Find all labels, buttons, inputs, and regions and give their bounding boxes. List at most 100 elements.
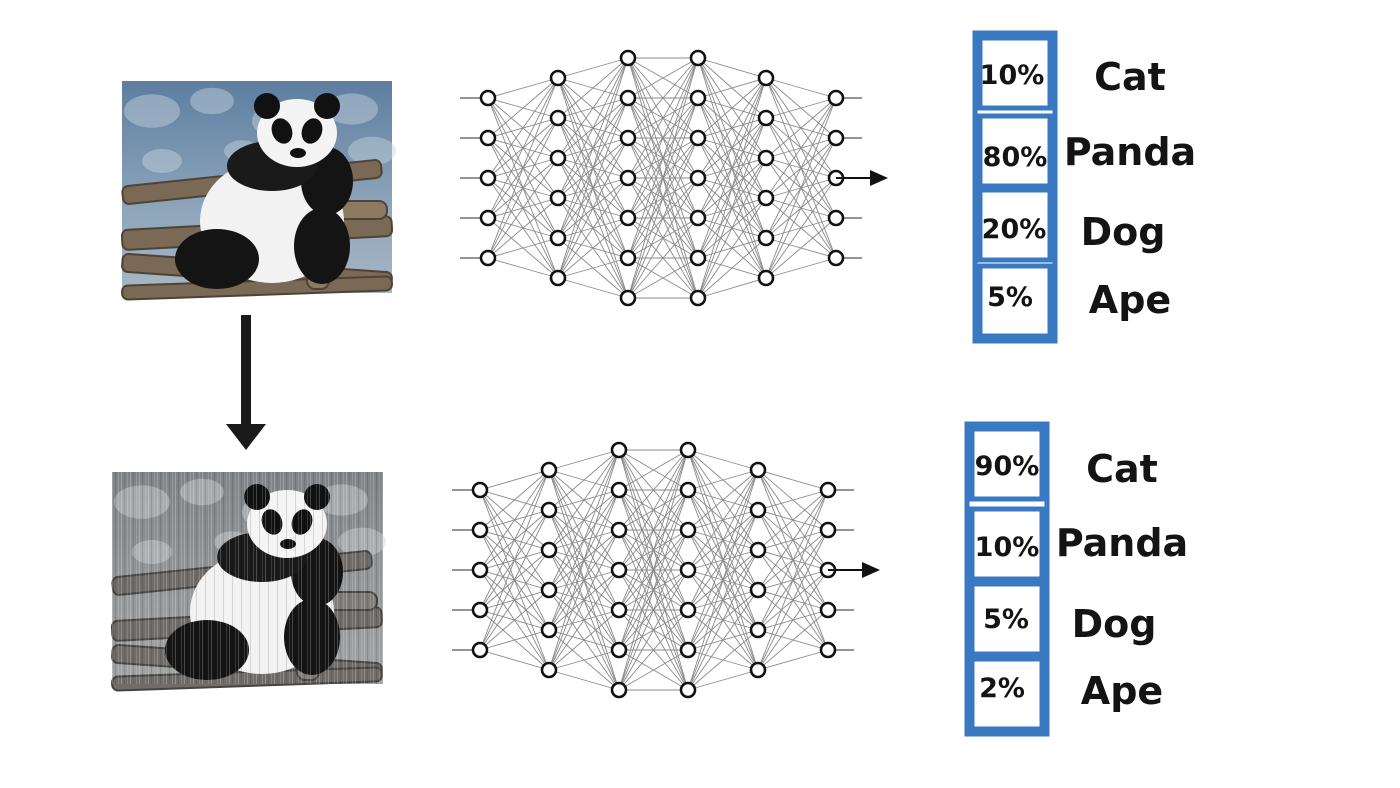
neuron-node [619, 209, 637, 227]
neuron-node [540, 461, 558, 479]
class-label: Cat [1086, 447, 1158, 491]
neuron-node [749, 581, 767, 599]
neuron-node [679, 641, 697, 659]
prediction-box [977, 187, 1053, 263]
neuron-node [549, 109, 567, 127]
prediction-box [969, 656, 1045, 732]
neuron-node [827, 249, 845, 267]
right-arrow-icon [828, 562, 880, 578]
probability-value: 90% [975, 451, 1040, 482]
neuron-node [471, 561, 489, 579]
neuron-node [610, 481, 628, 499]
neuron-node [757, 269, 775, 287]
probability-value: 10% [975, 532, 1040, 563]
network-edges [487, 57, 837, 299]
right-arrow-icon [836, 170, 888, 186]
neuron-node [749, 661, 767, 679]
class-label: Panda [1056, 521, 1188, 565]
neuron-node [757, 109, 775, 127]
neuron-node [827, 89, 845, 107]
neuron-node [819, 641, 837, 659]
neural-network-bottom [452, 441, 854, 699]
class-label: Dog [1081, 210, 1166, 254]
neuron-node [679, 441, 697, 459]
neuron-node [549, 69, 567, 87]
neuron-node [619, 289, 637, 307]
neuron-node [679, 561, 697, 579]
neuron-node [827, 129, 845, 147]
neuron-node [619, 89, 637, 107]
neuron-node [540, 621, 558, 639]
class-label: Dog [1072, 602, 1157, 646]
neuron-node [679, 681, 697, 699]
probability-value: 2% [979, 673, 1025, 704]
neuron-node [757, 229, 775, 247]
down-arrow-icon [226, 315, 266, 450]
probability-value: 80% [983, 142, 1048, 173]
neuron-node [689, 89, 707, 107]
prediction-frame [972, 30, 1058, 344]
neuron-node [479, 169, 497, 187]
neuron-node [757, 69, 775, 87]
neuron-node [610, 681, 628, 699]
class-label: Cat [1094, 55, 1166, 99]
neuron-node [610, 521, 628, 539]
neuron-node [549, 229, 567, 247]
neuron-node [610, 441, 628, 459]
neuron-node [749, 501, 767, 519]
panda-photo-original [120, 81, 396, 301]
prediction-box [969, 506, 1045, 582]
neuron-node [619, 249, 637, 267]
prediction-box [969, 581, 1045, 657]
neuron-node [827, 209, 845, 227]
neuron-node [479, 209, 497, 227]
neuron-node [479, 249, 497, 267]
neuron-node [757, 189, 775, 207]
neuron-node [549, 269, 567, 287]
neuron-node [757, 149, 775, 167]
prediction-box [977, 35, 1053, 111]
neuron-node [549, 189, 567, 207]
neuron-node [471, 521, 489, 539]
neuron-node [540, 541, 558, 559]
class-label: Panda [1064, 130, 1196, 174]
panda-photo-perturbed [110, 472, 386, 692]
prediction-panel-bottom: 90% 10% 5% 2% Cat Panda Dog Ape [964, 421, 1188, 737]
neuron-node [471, 641, 489, 659]
neuron-node [610, 641, 628, 659]
neuron-node [471, 601, 489, 619]
neuron-node [749, 541, 767, 559]
neuron-node [749, 461, 767, 479]
neuron-node [689, 169, 707, 187]
neuron-node [619, 129, 637, 147]
neuron-node [819, 481, 837, 499]
probability-value: 20% [982, 214, 1047, 245]
neuron-node [689, 129, 707, 147]
neuron-node [549, 149, 567, 167]
neuron-node [540, 661, 558, 679]
neuron-node [819, 601, 837, 619]
neuron-node [619, 49, 637, 67]
neuron-node [679, 521, 697, 539]
neuron-node [749, 621, 767, 639]
prediction-box [969, 426, 1045, 502]
neuron-node [619, 169, 637, 187]
neural-network-top [460, 49, 862, 307]
class-label: Ape [1081, 669, 1163, 713]
neuron-node [689, 249, 707, 267]
class-label: Ape [1089, 278, 1171, 322]
probability-value: 5% [983, 604, 1029, 635]
network-edges [479, 449, 829, 691]
neuron-node [479, 89, 497, 107]
neuron-node [479, 129, 497, 147]
neuron-node [540, 501, 558, 519]
neuron-node [689, 209, 707, 227]
prediction-box [977, 113, 1053, 189]
neuron-node [471, 481, 489, 499]
neuron-node [679, 601, 697, 619]
neuron-node [689, 289, 707, 307]
neuron-node [689, 49, 707, 67]
neuron-node [679, 481, 697, 499]
neuron-node [819, 521, 837, 539]
neuron-node [540, 581, 558, 599]
